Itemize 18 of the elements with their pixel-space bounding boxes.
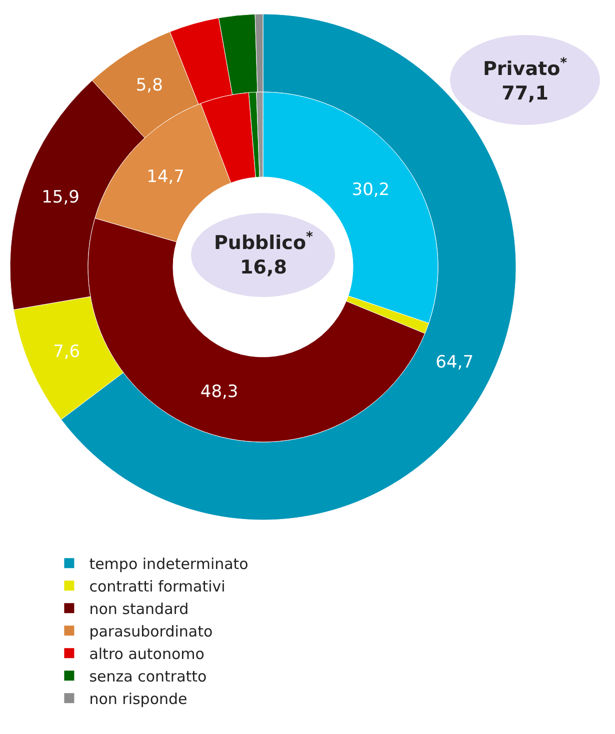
legend-label: altro autonomo <box>89 644 204 663</box>
legend-label: senza contratto <box>89 667 207 686</box>
text: 77,1 <box>502 82 549 105</box>
data-label: 48,3 <box>200 382 238 402</box>
legend-label: contratti formativi <box>89 577 226 596</box>
slice-label: Privato$^{*}$ <box>483 56 568 80</box>
slice-label: Pubblico$^{*}$ <box>214 230 313 254</box>
data-label: 5,8 <box>136 75 163 96</box>
data-label: 15,9 <box>42 188 80 208</box>
data-label: 64,7 <box>436 352 474 372</box>
data-label: 14,7 <box>146 167 184 188</box>
data-label: 7,6 <box>53 342 80 362</box>
legend-label: non standard <box>89 600 189 618</box>
data-label: 30,2 <box>352 180 390 200</box>
text: 16,8 <box>240 256 287 279</box>
legend-label: tempo indeterminato <box>89 554 248 573</box>
legend-label: parasubordinato <box>89 622 213 640</box>
legend-label: non risponde <box>89 690 188 708</box>
